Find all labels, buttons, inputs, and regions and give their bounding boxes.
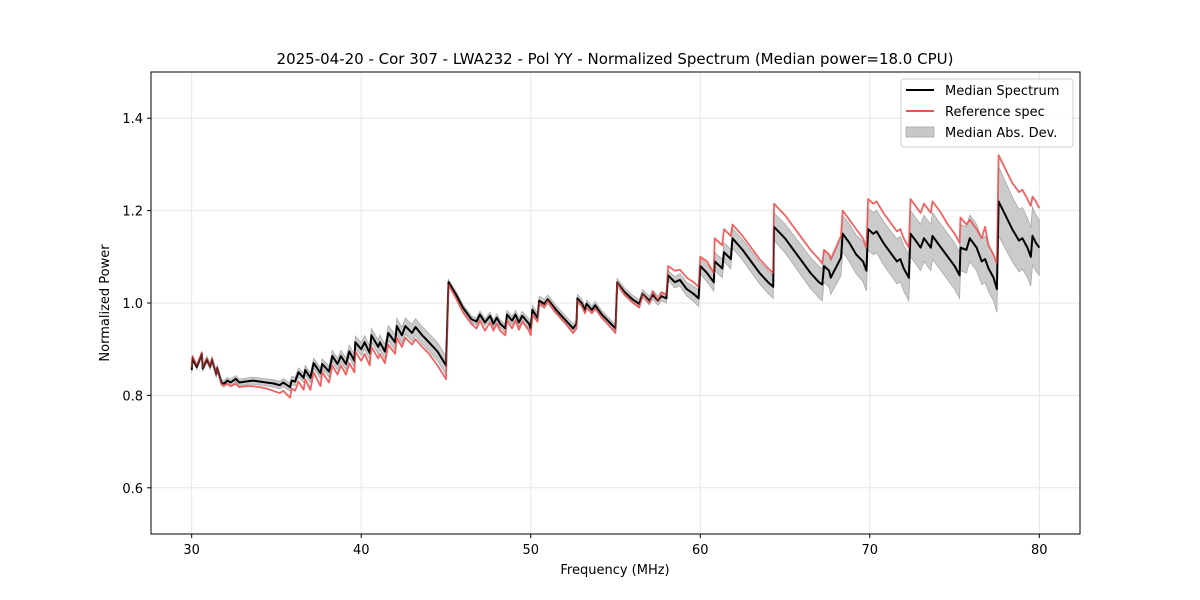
legend-swatch-mad <box>905 126 935 138</box>
median-spectrum-overlay <box>191 201 1040 389</box>
x-tick-label: 70 <box>862 543 879 558</box>
legend-label-median: Median Spectrum <box>945 84 1059 99</box>
x-axis-label: Frequency (MHz) <box>560 563 669 578</box>
reference-spectrum-line <box>190 154 1041 399</box>
x-tick-label: 50 <box>522 543 539 558</box>
y-tick-label: 0.8 <box>122 389 143 404</box>
series-layer <box>190 154 1041 399</box>
x-axis: 30 40 50 60 70 80 <box>183 534 1048 558</box>
chart-title: 2025-04-20 - Cor 307 - LWA232 - Pol YY -… <box>277 50 954 68</box>
y-tick-label: 1.0 <box>122 297 143 312</box>
y-axis: 0.6 0.8 1.0 1.2 1.4 <box>122 112 151 497</box>
legend-box <box>900 78 1074 148</box>
x-tick-label: 80 <box>1031 543 1048 558</box>
legend: Median Spectrum Reference spec Median Ab… <box>900 78 1074 148</box>
y-tick-label: 1.2 <box>122 205 143 220</box>
x-tick-label: 40 <box>353 543 370 558</box>
y-axis-label: Normalized Power <box>98 244 113 362</box>
x-tick-label: 30 <box>183 543 200 558</box>
legend-label-reference: Reference spec <box>945 105 1045 120</box>
legend-label-mad: Median Abs. Dev. <box>945 126 1057 141</box>
x-tick-label: 60 <box>692 543 709 558</box>
y-tick-label: 0.6 <box>122 482 143 497</box>
y-tick-label: 1.4 <box>122 112 143 127</box>
